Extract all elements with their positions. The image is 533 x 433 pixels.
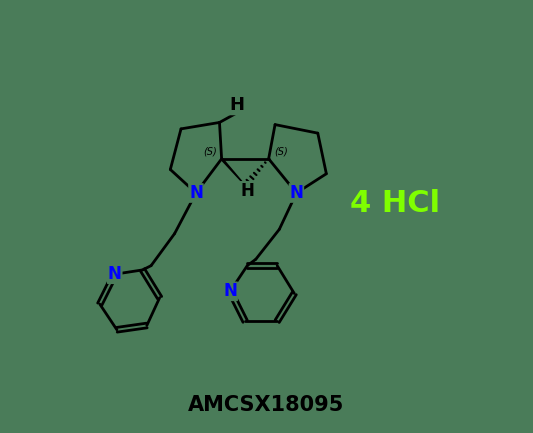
Polygon shape	[221, 158, 245, 185]
Text: N: N	[289, 184, 303, 202]
Text: N: N	[108, 265, 122, 283]
Text: (S): (S)	[274, 146, 288, 156]
Text: (S): (S)	[203, 146, 216, 156]
Text: H: H	[229, 97, 244, 114]
Text: N: N	[223, 282, 237, 301]
Text: 4 HCl: 4 HCl	[350, 189, 440, 218]
Text: AMCSX18095: AMCSX18095	[188, 394, 345, 414]
Text: H: H	[240, 182, 254, 200]
Text: N: N	[189, 184, 203, 202]
